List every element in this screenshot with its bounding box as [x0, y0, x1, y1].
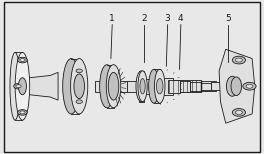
- Circle shape: [246, 84, 253, 88]
- Ellipse shape: [15, 52, 30, 120]
- Bar: [152, 80, 162, 92]
- Bar: [190, 82, 201, 91]
- Ellipse shape: [136, 71, 147, 102]
- Text: 1: 1: [109, 14, 115, 23]
- Circle shape: [235, 58, 242, 62]
- Ellipse shape: [10, 52, 20, 120]
- Bar: [201, 81, 216, 91]
- Circle shape: [16, 85, 21, 88]
- Bar: [95, 81, 127, 92]
- Circle shape: [235, 110, 242, 114]
- Bar: [168, 80, 180, 93]
- Text: 3: 3: [165, 14, 171, 23]
- Ellipse shape: [106, 65, 121, 108]
- Ellipse shape: [156, 79, 163, 94]
- Bar: [173, 80, 201, 92]
- Ellipse shape: [227, 76, 238, 96]
- Ellipse shape: [138, 71, 147, 102]
- Bar: [201, 83, 211, 90]
- Circle shape: [243, 82, 256, 90]
- Ellipse shape: [149, 69, 159, 103]
- Circle shape: [20, 111, 25, 114]
- Circle shape: [76, 69, 82, 73]
- Polygon shape: [22, 72, 58, 100]
- Circle shape: [76, 100, 82, 103]
- Ellipse shape: [18, 78, 26, 95]
- Text: 5: 5: [225, 14, 231, 23]
- Bar: [141, 79, 152, 94]
- Text: 4: 4: [178, 14, 184, 23]
- Bar: [180, 81, 190, 92]
- Bar: [127, 81, 141, 92]
- Ellipse shape: [100, 65, 114, 108]
- Circle shape: [232, 56, 246, 64]
- Ellipse shape: [108, 72, 119, 100]
- Ellipse shape: [231, 77, 242, 95]
- Text: 2: 2: [141, 14, 147, 23]
- Polygon shape: [219, 49, 255, 123]
- Circle shape: [18, 57, 27, 63]
- Circle shape: [18, 110, 27, 115]
- Ellipse shape: [71, 59, 88, 114]
- Bar: [162, 78, 173, 95]
- Ellipse shape: [154, 69, 165, 103]
- Circle shape: [232, 109, 246, 116]
- Ellipse shape: [140, 79, 145, 94]
- Ellipse shape: [63, 59, 80, 114]
- Circle shape: [20, 59, 25, 62]
- Circle shape: [14, 83, 23, 89]
- Bar: [211, 82, 222, 90]
- Ellipse shape: [74, 74, 84, 99]
- Bar: [139, 71, 144, 102]
